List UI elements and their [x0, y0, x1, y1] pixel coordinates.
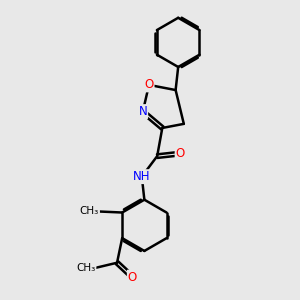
Text: O: O	[144, 78, 154, 92]
Text: CH₃: CH₃	[80, 206, 99, 217]
Text: NH: NH	[133, 170, 151, 183]
Text: O: O	[176, 147, 185, 160]
Text: N: N	[139, 105, 147, 118]
Text: O: O	[128, 271, 137, 284]
Text: CH₃: CH₃	[76, 263, 95, 273]
